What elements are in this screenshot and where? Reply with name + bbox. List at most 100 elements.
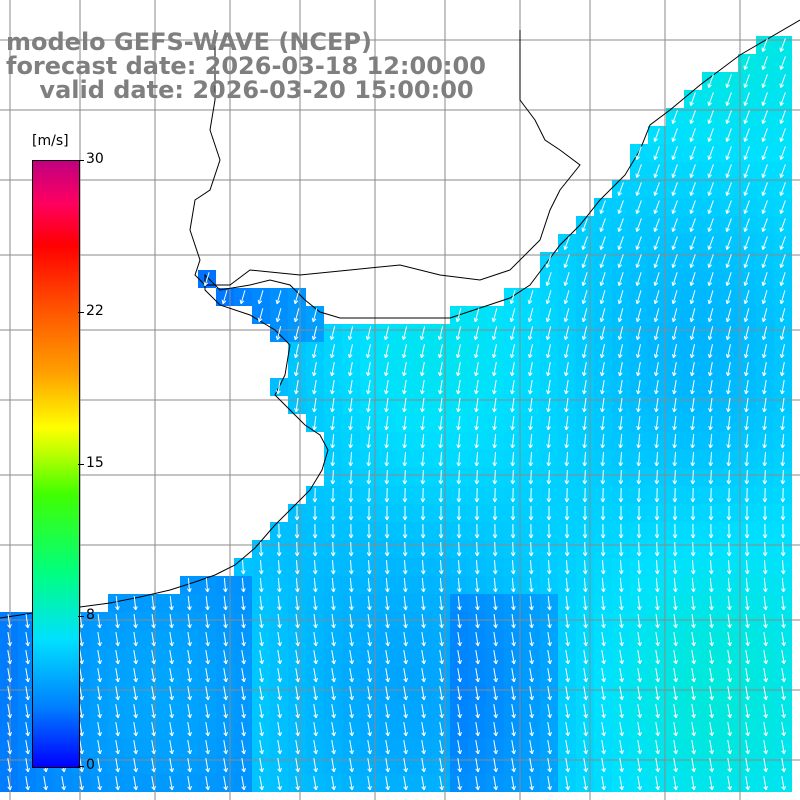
wind-arrow	[528, 469, 534, 485]
wind-arrow	[528, 451, 534, 467]
wind-arrow	[762, 469, 768, 485]
wind-arrow	[744, 505, 750, 521]
wind-arrow	[763, 704, 768, 719]
wind-arrow	[762, 505, 768, 521]
wind-arrow	[601, 704, 606, 719]
wind-arrow	[419, 326, 426, 341]
wind-arrow	[617, 326, 624, 341]
wind-arrow	[528, 559, 534, 575]
wind-arrow	[259, 668, 264, 683]
wind-arrow	[618, 523, 624, 539]
wind-arrow	[619, 632, 624, 647]
wind-arrow	[151, 758, 156, 773]
wind-arrow	[617, 344, 623, 359]
wind-arrow	[420, 559, 426, 575]
wind-arrow	[438, 380, 443, 395]
wind-arrow	[708, 433, 713, 449]
wind-arrow	[348, 433, 353, 449]
wind-arrow	[277, 758, 282, 773]
wind-arrow	[565, 613, 570, 629]
wind-arrow	[367, 595, 372, 611]
wind-arrow	[457, 758, 462, 773]
wind-arrow	[582, 469, 588, 485]
wind-arrow	[709, 650, 714, 665]
wind-arrow	[439, 758, 444, 773]
wind-arrow	[636, 577, 642, 593]
wind-arrow	[367, 613, 372, 629]
wind-arrow	[725, 146, 732, 160]
wind-arrow	[511, 722, 516, 737]
wind-arrow	[223, 632, 228, 647]
wind-arrow	[97, 686, 102, 701]
wind-arrow	[491, 362, 497, 377]
wind-arrow	[115, 595, 120, 611]
wind-arrow	[689, 218, 696, 232]
wind-arrow	[239, 290, 246, 305]
wind-arrow	[655, 613, 660, 629]
wind-arrow	[781, 595, 786, 611]
wind-arrow	[331, 668, 336, 683]
wind-arrow	[115, 704, 120, 719]
wind-arrow	[636, 451, 642, 467]
wind-arrow	[691, 650, 696, 665]
wind-arrow	[259, 758, 264, 773]
wind-arrow	[691, 722, 696, 737]
wind-arrow	[419, 362, 425, 377]
wind-arrow	[259, 632, 264, 647]
wind-arrow	[563, 236, 570, 250]
wind-arrow	[761, 182, 768, 196]
wind-arrow	[672, 469, 678, 485]
wind-arrow	[331, 686, 336, 701]
wind-arrow	[689, 110, 696, 124]
coastline-path	[0, 19, 800, 619]
wind-arrow	[708, 469, 714, 485]
wind-arrow	[707, 128, 714, 142]
colorbar-tickmark	[78, 766, 84, 767]
wind-arrow	[600, 541, 606, 557]
wind-arrow	[527, 344, 533, 359]
wind-arrow	[313, 704, 318, 719]
wind-arrow	[384, 469, 390, 485]
wind-arrow	[565, 722, 570, 737]
wind-arrow	[420, 541, 426, 557]
wind-arrow	[637, 650, 642, 665]
wind-arrow	[241, 776, 246, 791]
wind-arrow	[671, 146, 678, 160]
wind-arrow	[439, 595, 444, 611]
wind-arrow	[653, 200, 660, 214]
wind-arrow	[401, 326, 408, 341]
wind-arrow	[781, 776, 786, 791]
wind-arrow	[763, 686, 768, 701]
wind-arrow	[635, 254, 642, 268]
wind-arrow	[293, 290, 300, 305]
wind-arrow	[619, 595, 624, 611]
wind-arrow	[529, 758, 534, 773]
wind-arrow	[420, 433, 425, 449]
wind-arrow	[763, 740, 768, 755]
wind-arrow	[420, 487, 426, 503]
wind-arrow	[439, 650, 444, 665]
wind-arrow	[637, 686, 642, 701]
wind-arrow	[25, 722, 30, 737]
wind-arrow	[493, 613, 498, 629]
wind-arrow	[546, 415, 551, 431]
wind-arrow	[761, 308, 768, 323]
wind-arrow	[385, 650, 390, 665]
wind-arrow	[493, 758, 498, 773]
wind-arrow	[707, 326, 714, 341]
colorbar-tickmark	[78, 464, 84, 465]
wind-arrow	[7, 613, 12, 629]
wind-arrow	[745, 650, 750, 665]
wind-arrow	[709, 632, 714, 647]
wind-arrow	[366, 469, 372, 485]
wind-arrow	[637, 613, 642, 629]
wind-arrow	[762, 577, 768, 593]
wind-arrow	[780, 541, 786, 557]
wind-arrow	[293, 326, 300, 341]
wind-arrow	[727, 613, 732, 629]
wind-arrow	[563, 254, 570, 268]
wind-arrow	[690, 398, 695, 413]
wind-arrow	[493, 704, 498, 719]
wind-arrow	[743, 344, 749, 359]
wind-arrow	[169, 776, 174, 791]
